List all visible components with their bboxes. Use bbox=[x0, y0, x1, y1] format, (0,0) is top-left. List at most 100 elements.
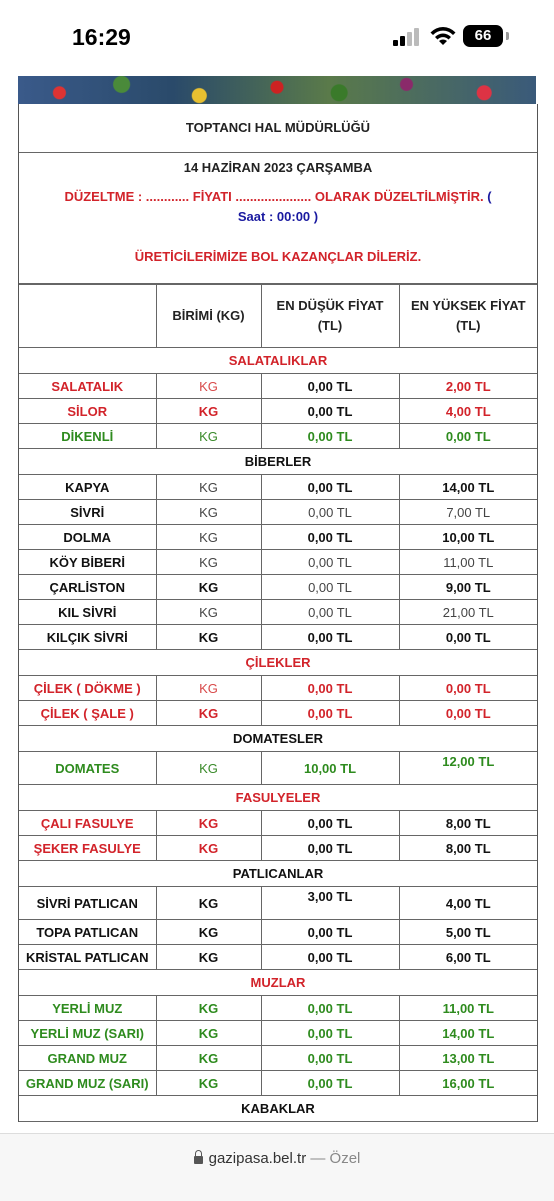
table-row: DOLMA KG 0,00 TL 10,00 TL bbox=[19, 524, 537, 550]
table-row: DOMATES KG 10,00 TL 12,00 TL bbox=[19, 751, 537, 785]
min-price-cell: 0,00 TL bbox=[260, 574, 400, 600]
unit-cell: KG bbox=[155, 373, 262, 399]
unit-cell: KG bbox=[155, 886, 262, 920]
max-price-cell: 14,00 TL bbox=[398, 474, 537, 500]
max-price-cell: 13,00 TL bbox=[398, 1045, 537, 1071]
min-price-cell: 0,00 TL bbox=[260, 474, 400, 500]
category-row: DOMATESLER bbox=[19, 725, 537, 752]
max-price-cell: 11,00 TL bbox=[398, 995, 537, 1021]
unit-cell: KG bbox=[155, 499, 262, 525]
category-title: BİBERLER bbox=[19, 448, 537, 475]
max-price-cell: 7,00 TL bbox=[398, 499, 537, 525]
min-price-cell: 0,00 TL bbox=[260, 919, 400, 945]
cellular-signal-icon bbox=[393, 28, 423, 46]
header-min-price: EN DÜŞÜK FİYAT (TL) bbox=[260, 284, 400, 348]
max-price-cell: 6,00 TL bbox=[398, 944, 537, 970]
product-name: SİVRİ bbox=[19, 499, 157, 525]
product-name: ÇİLEK ( DÖKME ) bbox=[19, 675, 157, 701]
product-name: TOPA PATLICAN bbox=[19, 919, 157, 945]
category-title: SALATALIKLAR bbox=[19, 347, 537, 374]
table-row: KAPYA KG 0,00 TL 14,00 TL bbox=[19, 474, 537, 500]
url-display[interactable]: gazipasa.bel.tr — Özel bbox=[0, 1150, 554, 1167]
category-title: FASULYELER bbox=[19, 784, 537, 811]
min-price-cell: 0,00 TL bbox=[260, 1070, 400, 1096]
product-name: ÇALI FASULYE bbox=[19, 810, 157, 836]
table-row: ÇALI FASULYE KG 0,00 TL 8,00 TL bbox=[19, 810, 537, 836]
max-price-cell: 21,00 TL bbox=[398, 599, 537, 625]
unit-cell: KG bbox=[155, 1020, 262, 1046]
table-header-row: BİRİMİ (KG) EN DÜŞÜK FİYAT (TL) EN YÜKSE… bbox=[19, 284, 537, 348]
table-row: ÇİLEK ( DÖKME ) KG 0,00 TL 0,00 TL bbox=[19, 675, 537, 701]
product-name: ŞEKER FASULYE bbox=[19, 835, 157, 861]
correction-notice: DÜZELTME : ............ FİYATI .........… bbox=[19, 183, 537, 227]
max-price-cell: 0,00 TL bbox=[398, 700, 537, 726]
lock-icon bbox=[193, 1150, 203, 1164]
min-price-cell: 0,00 TL bbox=[260, 524, 400, 550]
table-row: GRAND MUZ KG 0,00 TL 13,00 TL bbox=[19, 1045, 537, 1071]
table-row: ŞEKER FASULYE KG 0,00 TL 8,00 TL bbox=[19, 835, 537, 861]
unit-cell: KG bbox=[155, 751, 262, 785]
table-row: KRİSTAL PATLICAN KG 0,00 TL 6,00 TL bbox=[19, 944, 537, 970]
min-price-cell: 0,00 TL bbox=[260, 944, 400, 970]
product-name: DİKENLİ bbox=[19, 423, 157, 449]
battery-tip bbox=[506, 32, 509, 40]
product-name: ÇİLEK ( ŞALE ) bbox=[19, 700, 157, 726]
product-name: GRAND MUZ bbox=[19, 1045, 157, 1071]
correction-open-paren: ( bbox=[487, 189, 492, 204]
product-name: YERLİ MUZ bbox=[19, 995, 157, 1021]
product-name: GRAND MUZ (SARI) bbox=[19, 1070, 157, 1096]
table-row: SİVRİ PATLICAN KG 3,00 TL 4,00 TL bbox=[19, 886, 537, 920]
table-row: SALATALIK KG 0,00 TL 2,00 TL bbox=[19, 373, 537, 399]
private-mode-label: Özel bbox=[329, 1150, 361, 1167]
unit-cell: KG bbox=[155, 549, 262, 575]
header-max-price: EN YÜKSEK FİYAT (TL) bbox=[398, 284, 537, 348]
unit-cell: KG bbox=[155, 423, 262, 449]
unit-cell: KG bbox=[155, 944, 262, 970]
max-price-cell: 4,00 TL bbox=[398, 886, 537, 920]
unit-cell: KG bbox=[155, 675, 262, 701]
max-price-cell: 12,00 TL bbox=[398, 751, 537, 785]
max-price-cell: 8,00 TL bbox=[398, 810, 537, 836]
min-price-cell: 0,00 TL bbox=[260, 995, 400, 1021]
category-row: MUZLAR bbox=[19, 969, 537, 996]
table-row: YERLİ MUZ KG 0,00 TL 11,00 TL bbox=[19, 995, 537, 1021]
time-note: Saat : 00:00 ) bbox=[237, 209, 319, 224]
product-name: SİVRİ PATLICAN bbox=[19, 886, 157, 920]
header-unit: BİRİMİ (KG) bbox=[155, 284, 262, 348]
unit-cell: KG bbox=[155, 835, 262, 861]
category-row: SALATALIKLAR bbox=[19, 347, 537, 374]
max-price-cell: 11,00 TL bbox=[398, 549, 537, 575]
battery-icon: 66 bbox=[463, 25, 503, 47]
category-title: DOMATESLER bbox=[19, 725, 537, 752]
product-name: KAPYA bbox=[19, 474, 157, 500]
url-separator: — bbox=[306, 1150, 330, 1167]
category-row: BİBERLER bbox=[19, 448, 537, 475]
min-price-cell: 0,00 TL bbox=[260, 700, 400, 726]
table-row: TOPA PATLICAN KG 0,00 TL 5,00 TL bbox=[19, 919, 537, 945]
min-price-cell: 0,00 TL bbox=[260, 810, 400, 836]
unit-cell: KG bbox=[155, 599, 262, 625]
category-row: PATLICANLAR bbox=[19, 860, 537, 887]
date-line: 14 HAZİRAN 2023 ÇARŞAMBA bbox=[183, 160, 373, 175]
table-row: YERLİ MUZ (SARI) KG 0,00 TL 14,00 TL bbox=[19, 1020, 537, 1046]
table-row: ÇARLİSTON KG 0,00 TL 9,00 TL bbox=[19, 574, 537, 600]
unit-cell: KG bbox=[155, 398, 262, 424]
status-bar: 16:29 66 bbox=[0, 0, 554, 76]
min-price-cell: 3,00 TL bbox=[260, 886, 400, 920]
product-name: KIL SİVRİ bbox=[19, 599, 157, 625]
correction-text: DÜZELTME : ............ FİYATI .........… bbox=[64, 189, 484, 204]
min-price-cell: 0,00 TL bbox=[260, 1045, 400, 1071]
unit-cell: KG bbox=[155, 810, 262, 836]
browser-address-bar[interactable]: gazipasa.bel.tr — Özel bbox=[0, 1133, 554, 1201]
max-price-cell: 0,00 TL bbox=[398, 624, 537, 650]
max-price-cell: 4,00 TL bbox=[398, 398, 537, 424]
unit-cell: KG bbox=[155, 995, 262, 1021]
category-title: ÇİLEKLER bbox=[19, 649, 537, 676]
status-time: 16:29 bbox=[72, 24, 131, 50]
max-price-cell: 8,00 TL bbox=[398, 835, 537, 861]
vegetable-banner-image bbox=[18, 76, 536, 104]
min-price-cell: 10,00 TL bbox=[260, 751, 400, 785]
min-price-cell: 0,00 TL bbox=[260, 499, 400, 525]
min-price-cell: 0,00 TL bbox=[260, 675, 400, 701]
product-name: SALATALIK bbox=[19, 373, 157, 399]
